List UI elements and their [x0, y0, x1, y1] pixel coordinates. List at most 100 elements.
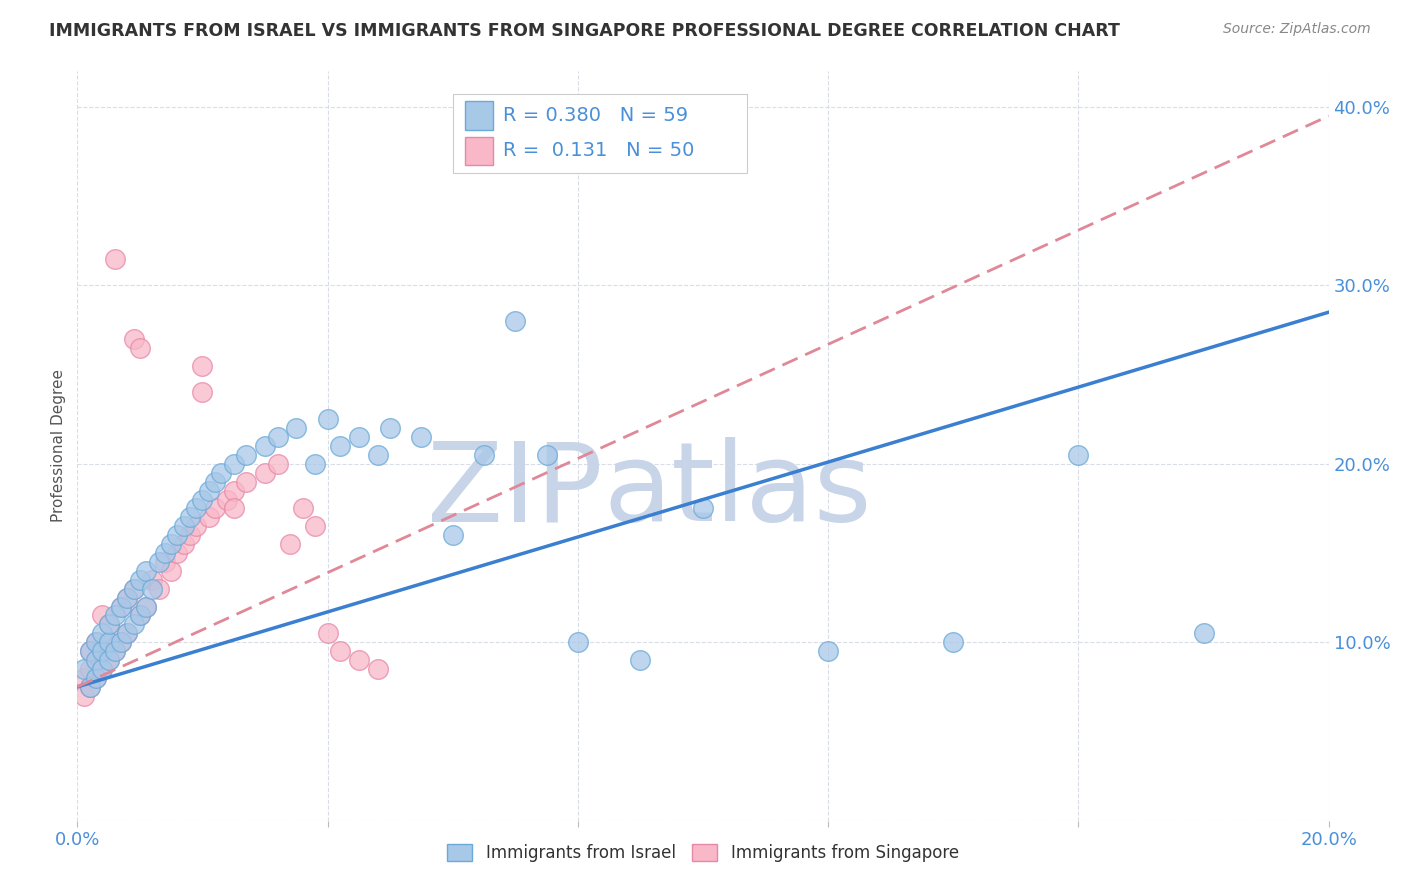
Point: [135, 599, 157, 614]
Point: [536, 448, 558, 462]
Text: Source: ZipAtlas.com: Source: ZipAtlas.com: [1223, 22, 1371, 37]
Point: [1192, 626, 1215, 640]
Point: [104, 644, 127, 658]
Point: [148, 582, 170, 596]
Point: [304, 519, 326, 533]
Point: [84, 653, 107, 667]
Point: [209, 466, 232, 480]
Point: [79, 644, 101, 658]
Point: [217, 492, 239, 507]
Point: [204, 501, 226, 516]
Point: [97, 635, 120, 649]
Point: [567, 635, 589, 649]
Point: [817, 644, 839, 658]
Text: atlas: atlas: [603, 437, 872, 544]
Point: [104, 252, 127, 266]
Point: [329, 439, 352, 453]
Point: [160, 537, 183, 551]
Point: [367, 662, 389, 676]
Point: [1067, 448, 1090, 462]
Point: [380, 421, 402, 435]
Point: [441, 528, 464, 542]
Point: [316, 412, 339, 426]
Point: [197, 483, 219, 498]
Point: [129, 608, 152, 623]
Point: [104, 644, 127, 658]
Point: [97, 617, 120, 632]
Point: [222, 483, 245, 498]
Point: [72, 671, 94, 685]
Point: [160, 564, 183, 578]
Point: [97, 635, 120, 649]
Point: [97, 653, 120, 667]
Point: [129, 573, 152, 587]
Point: [173, 519, 195, 533]
Point: [942, 635, 965, 649]
Y-axis label: Professional Degree: Professional Degree: [51, 369, 66, 523]
Point: [186, 501, 208, 516]
Point: [141, 582, 163, 596]
Point: [91, 662, 114, 676]
Point: [347, 653, 370, 667]
Point: [117, 591, 139, 605]
Point: [179, 510, 201, 524]
Point: [148, 555, 170, 569]
Point: [84, 653, 107, 667]
Point: [122, 617, 145, 632]
Point: [110, 599, 132, 614]
Point: [253, 466, 276, 480]
Point: [122, 582, 145, 596]
Point: [347, 430, 370, 444]
Point: [179, 528, 201, 542]
Point: [235, 475, 257, 489]
Point: [79, 662, 101, 676]
Point: [191, 359, 214, 373]
Point: [191, 492, 214, 507]
Point: [91, 662, 114, 676]
Point: [79, 680, 101, 694]
Text: ZIP: ZIP: [427, 437, 603, 544]
Point: [304, 457, 326, 471]
Point: [141, 573, 163, 587]
Point: [630, 653, 652, 667]
Legend: Immigrants from Israel, Immigrants from Singapore: Immigrants from Israel, Immigrants from …: [440, 837, 966, 869]
Point: [692, 501, 714, 516]
Text: IMMIGRANTS FROM ISRAEL VS IMMIGRANTS FROM SINGAPORE PROFESSIONAL DEGREE CORRELAT: IMMIGRANTS FROM ISRAEL VS IMMIGRANTS FRO…: [49, 22, 1121, 40]
FancyBboxPatch shape: [465, 102, 492, 130]
Point: [367, 448, 389, 462]
Point: [84, 635, 107, 649]
Point: [79, 680, 101, 694]
Point: [91, 608, 114, 623]
Point: [285, 421, 308, 435]
Point: [84, 635, 107, 649]
Point: [117, 626, 139, 640]
Point: [110, 635, 132, 649]
Point: [79, 644, 101, 658]
Point: [153, 555, 176, 569]
Point: [117, 626, 139, 640]
Point: [122, 332, 145, 346]
Point: [97, 653, 120, 667]
Point: [291, 501, 314, 516]
Point: [129, 341, 152, 355]
Point: [91, 644, 114, 658]
Point: [97, 617, 120, 632]
Point: [72, 689, 94, 703]
Text: R =  0.131   N = 50: R = 0.131 N = 50: [503, 141, 695, 161]
Point: [122, 582, 145, 596]
Text: R = 0.380   N = 59: R = 0.380 N = 59: [503, 106, 688, 125]
Point: [166, 528, 188, 542]
Point: [91, 644, 114, 658]
Point: [173, 537, 195, 551]
Point: [166, 546, 188, 560]
Point: [222, 501, 245, 516]
Point: [72, 662, 94, 676]
Point: [329, 644, 352, 658]
Point: [110, 635, 132, 649]
Point: [129, 608, 152, 623]
Point: [84, 671, 107, 685]
Point: [204, 475, 226, 489]
Point: [191, 385, 214, 400]
Point: [253, 439, 276, 453]
Point: [153, 546, 176, 560]
